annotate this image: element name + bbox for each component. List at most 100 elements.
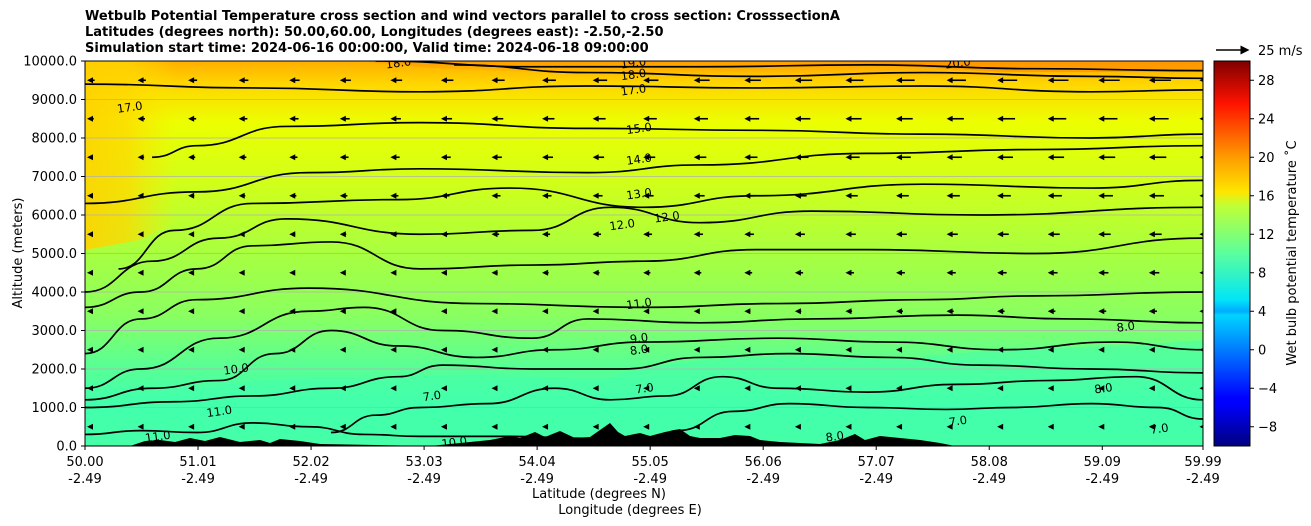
wind-vector-head — [339, 115, 346, 122]
wind-vector-head — [693, 308, 700, 315]
contour-label: 18.0 — [620, 66, 647, 83]
terrain — [85, 423, 955, 446]
contour-label: 10.0 — [441, 433, 468, 450]
wind-vector-head — [794, 385, 801, 392]
wind-vectors — [87, 77, 1203, 430]
wind-vector-head — [794, 154, 801, 161]
wind-vector-head — [1047, 423, 1054, 430]
wind-vector-head — [693, 231, 700, 238]
wind-vector-head — [339, 192, 346, 199]
wind-vector-head — [1098, 154, 1105, 161]
wind-vector-head — [1148, 269, 1155, 276]
wind-vector-head — [997, 115, 1004, 122]
wind-vector-head — [1199, 347, 1203, 352]
wind-vector-head — [1199, 193, 1203, 198]
x-axis-label-latitude: Latitude (degrees N) — [532, 487, 666, 502]
y-tick-label: 7000.0 — [32, 170, 78, 185]
wind-vector-head — [390, 154, 397, 161]
wind-vector-head — [946, 346, 953, 353]
x-tick-label-lat: 53.03 — [405, 455, 442, 470]
wind-vector-head — [896, 346, 903, 353]
wind-vector-head — [1098, 346, 1105, 353]
wind-vector-head — [1148, 192, 1155, 199]
wind-vector-head — [1148, 154, 1155, 161]
wind-vector-head — [744, 346, 751, 353]
wind-vector-head — [188, 192, 195, 199]
wind-vector-head — [643, 154, 650, 161]
wind-vector-head — [744, 269, 751, 276]
wind-vector-head — [1098, 77, 1105, 84]
contour-line — [330, 375, 1203, 434]
wind-vector-head — [744, 115, 751, 122]
contour-line — [118, 179, 1203, 270]
x-tick-label-lon: -2.49 — [972, 472, 1006, 487]
y-tick-label: 3000.0 — [32, 324, 78, 339]
wind-vector-head — [997, 269, 1004, 276]
y-tick-label: 1000.0 — [32, 401, 78, 416]
x-axis-label-longitude: Longitude (degrees E) — [558, 503, 702, 518]
contour-label: 8.0 — [1116, 318, 1136, 334]
wind-vector-head — [744, 385, 751, 392]
x-tick-label-lon: -2.49 — [294, 472, 328, 487]
wind-vector-head — [592, 346, 599, 353]
wind-vector-head — [289, 231, 296, 238]
wind-vector-head — [643, 269, 650, 276]
wind-vector-head — [440, 385, 447, 392]
wind-vector-head — [188, 346, 195, 353]
contour-label: 9.0 — [629, 330, 649, 346]
wind-vector-head — [137, 423, 144, 430]
y-tick-label: 2000.0 — [32, 363, 78, 378]
wind-vector-head — [542, 192, 549, 199]
wind-vector-head — [946, 192, 953, 199]
wind-vector-head — [491, 192, 498, 199]
wind-vector-head — [794, 346, 801, 353]
wind-vector-head — [390, 231, 397, 238]
contour-label: 17.0 — [620, 81, 647, 98]
wind-vector-head — [339, 269, 346, 276]
x-axis-ticks: 50.00 -2.49 51.01 -2.49 52.02 -2.49 53.03 -2.49… — [66, 446, 1222, 487]
wind-vector-head — [946, 423, 953, 430]
wind-vector-head — [997, 231, 1004, 238]
wind-vector-head — [896, 115, 903, 122]
x-tick-label-lat: 59.09 — [1084, 455, 1121, 470]
wind-vector-head — [1098, 115, 1105, 122]
wind-vector-head — [390, 423, 397, 430]
colorbar-ticks: −8 −4 0 4 8 12 16 20 24 28 — [1250, 74, 1277, 435]
wind-vector-head — [390, 308, 397, 315]
wind-vector-head — [137, 269, 144, 276]
wind-vector-head — [440, 154, 447, 161]
wind-vector-head — [946, 77, 953, 84]
contour-line — [85, 287, 1203, 355]
x-tick-label-lon: -2.49 — [859, 472, 893, 487]
colorbar-tick-label: 12 — [1258, 228, 1275, 243]
contour-line — [643, 402, 1203, 446]
wind-vector-head — [896, 77, 903, 84]
wind-vector-head — [643, 423, 650, 430]
colorbar-label: Wet bulb potential temperature ˚C — [1284, 140, 1300, 365]
wind-vector-head — [1047, 385, 1054, 392]
wind-vector-head — [693, 154, 700, 161]
wind-vector-head — [188, 385, 195, 392]
contour-line — [375, 61, 1203, 72]
y-tick-label: 8000.0 — [32, 132, 78, 147]
colorbar: −8 −4 0 4 8 12 16 20 24 28 Wet bulb potential tem… — [1213, 60, 1300, 447]
wind-vector-head — [845, 423, 852, 430]
wind-vector-head — [491, 269, 498, 276]
contour-label: 7.0 — [948, 413, 968, 429]
wind-vector-head — [137, 154, 144, 161]
chart-title-line-1: Wetbulb Potential Temperature cross sect… — [85, 9, 840, 24]
wind-vector-head — [845, 115, 852, 122]
wind-vector-head — [643, 346, 650, 353]
contour-label: 11.0 — [625, 295, 652, 312]
wind-vector-head — [1148, 77, 1155, 84]
contour-label: 7.0 — [422, 388, 442, 404]
contour-label: 12.0 — [609, 216, 636, 233]
x-tick-label-lat: 56.06 — [745, 455, 782, 470]
wind-vector-head — [289, 346, 296, 353]
wind-vector-head — [794, 77, 801, 84]
wind-vector-head — [87, 231, 93, 238]
wind-vector-head — [238, 154, 245, 161]
wind-vector-head — [491, 77, 498, 84]
wind-vector-head — [693, 115, 700, 122]
contour-line — [152, 121, 1203, 159]
